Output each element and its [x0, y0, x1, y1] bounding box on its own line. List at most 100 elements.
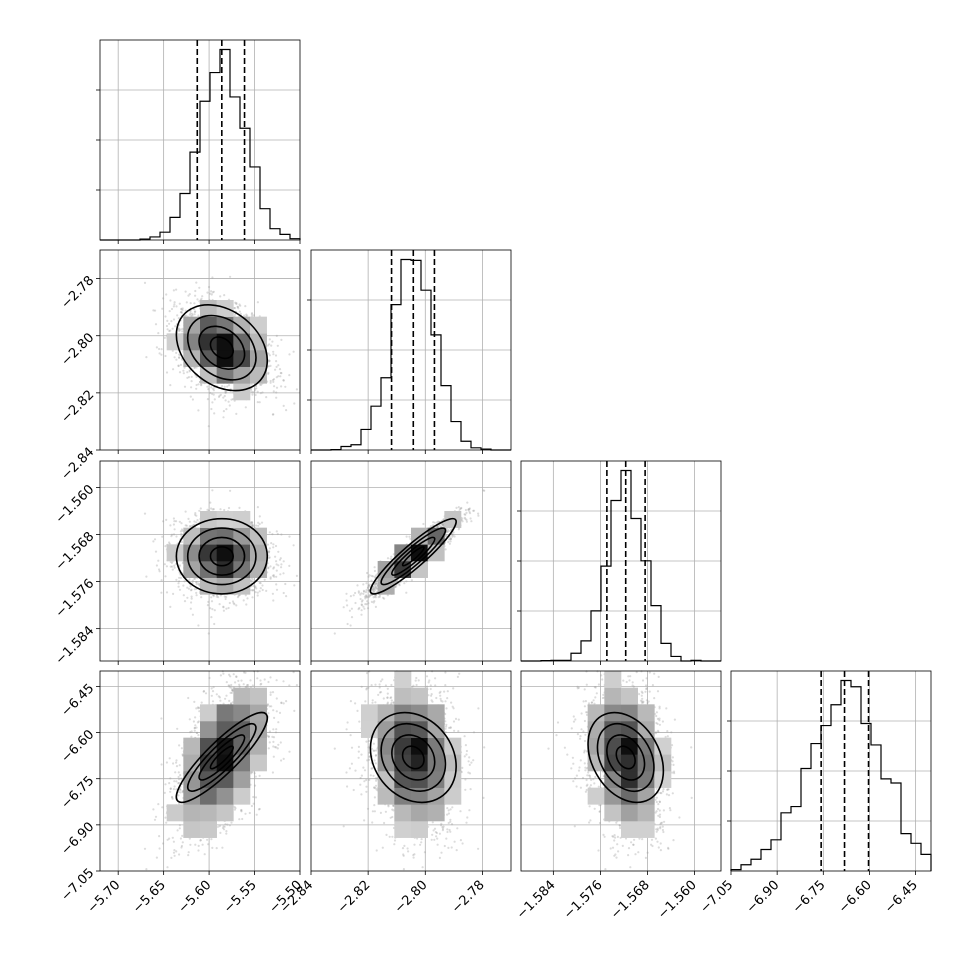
sample-point [178, 353, 181, 356]
density-cell [200, 333, 217, 351]
sample-point [256, 506, 259, 509]
sample-point [172, 368, 175, 371]
sample-point [196, 519, 199, 522]
sample-point [177, 364, 180, 368]
sample-point [153, 538, 157, 541]
sample-point [235, 302, 238, 306]
sample-point [266, 543, 269, 546]
sample-point [207, 285, 211, 289]
sample-point [274, 544, 278, 548]
sample-point [267, 550, 270, 553]
sample-point [173, 301, 176, 304]
sample-point [261, 588, 264, 592]
sample-point [252, 314, 255, 317]
sample-point [179, 363, 182, 366]
sample-point [175, 351, 178, 354]
sample-point [213, 398, 216, 401]
sample-point [209, 607, 212, 610]
sample-point [191, 312, 194, 315]
sample-point [252, 584, 255, 588]
sample-point [271, 533, 274, 536]
sample-point [222, 396, 225, 399]
sample-point [189, 585, 192, 588]
sample-point [245, 313, 248, 316]
sample-point [210, 392, 214, 395]
sample-point [237, 594, 240, 597]
sample-point [195, 383, 198, 387]
sample-point [223, 508, 226, 512]
sample-point [174, 325, 177, 328]
sample-point [288, 374, 291, 377]
sample-point [272, 413, 275, 416]
sample-point [292, 350, 295, 353]
sample-point [173, 356, 176, 359]
sample-point [239, 304, 242, 307]
sample-point [256, 401, 259, 404]
sample-point [266, 344, 269, 347]
sample-point [271, 340, 274, 343]
sample-point [191, 398, 194, 401]
sample-point [267, 566, 270, 569]
sample-point [260, 521, 264, 524]
sample-point [273, 385, 276, 388]
sample-point [217, 596, 220, 599]
density-cell [200, 300, 217, 317]
sample-point [258, 590, 261, 593]
sample-point [211, 489, 214, 492]
sample-point [190, 595, 193, 598]
sample-point [280, 385, 283, 388]
sample-point [268, 531, 271, 534]
sample-point [163, 336, 166, 339]
density-cell [216, 527, 234, 545]
sample-point [218, 603, 221, 606]
sample-point [162, 520, 165, 523]
sample-point [162, 297, 165, 300]
sample-point [206, 604, 209, 607]
sample-point [197, 583, 201, 586]
sample-point [219, 508, 222, 511]
sample-point [170, 307, 174, 311]
sample-point [164, 545, 167, 548]
sample-point [292, 544, 295, 547]
sample-point [272, 546, 275, 549]
sample-point [210, 386, 213, 389]
sample-point [276, 344, 279, 347]
sample-point [207, 425, 210, 428]
sample-point [261, 391, 264, 394]
sample-point [244, 406, 247, 409]
sample-point [195, 387, 198, 390]
sample-point [195, 521, 198, 524]
sample-point [176, 314, 179, 317]
sample-point [250, 313, 253, 316]
sample-point [211, 401, 214, 404]
sample-point [181, 330, 184, 333]
sample-point [275, 560, 278, 563]
sample-point [275, 563, 278, 566]
sample-point [191, 613, 194, 616]
sample-point [219, 393, 222, 396]
sample-point [225, 607, 228, 610]
sample-point [178, 330, 181, 333]
sample-point [181, 327, 184, 330]
sample-point [237, 307, 240, 310]
sample-point [175, 288, 178, 291]
sample-point [268, 338, 271, 341]
sample-point [179, 328, 182, 331]
sample-point [246, 314, 249, 317]
sample-point [161, 307, 164, 310]
sample-point [211, 276, 214, 279]
sample-point [272, 380, 275, 383]
sample-point [165, 293, 168, 296]
sample-point [276, 532, 279, 536]
sample-point [217, 395, 221, 398]
density-cell [183, 544, 201, 562]
sample-point [182, 584, 185, 587]
sample-point [284, 582, 287, 586]
sample-point [211, 608, 214, 611]
sample-point [259, 587, 262, 590]
sample-point [258, 515, 261, 518]
sample-point [235, 412, 238, 415]
sample-point [158, 352, 161, 355]
sample-point [227, 606, 230, 610]
sample-point [270, 542, 273, 545]
